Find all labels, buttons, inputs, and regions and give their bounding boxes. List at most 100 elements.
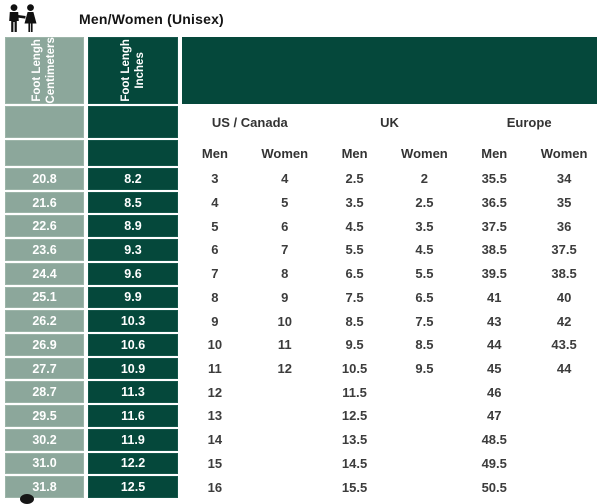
size-cell: 50.5 bbox=[461, 476, 528, 498]
size-cell: 13.5 bbox=[321, 428, 388, 451]
size-cell: 45 bbox=[461, 357, 528, 380]
inch-cell: 10.3 bbox=[88, 310, 178, 332]
size-cell: 42 bbox=[531, 310, 597, 332]
size-cell: 9 bbox=[251, 286, 318, 309]
size-cell: 6.5 bbox=[391, 286, 458, 309]
size-cell: 9.5 bbox=[391, 357, 458, 380]
size-cell: 2 bbox=[391, 168, 458, 190]
cm-cell: 31.8 bbox=[5, 476, 84, 498]
cm-cell: 27.7 bbox=[5, 357, 84, 380]
size-cell: 39.5 bbox=[461, 262, 528, 285]
size-cell: 38.5 bbox=[531, 262, 597, 285]
size-cell bbox=[531, 452, 597, 475]
spacer-cell-green bbox=[88, 106, 178, 138]
subheader-us-women: Women bbox=[261, 145, 309, 161]
size-cell: 36 bbox=[531, 215, 597, 238]
inch-cell: 11.6 bbox=[88, 405, 178, 427]
group-header-europe: Europe bbox=[506, 114, 552, 130]
size-cell: 16 bbox=[182, 476, 248, 498]
size-cell: 49.5 bbox=[461, 452, 528, 475]
cm-cell: 26.2 bbox=[5, 310, 84, 332]
size-cell: 7 bbox=[251, 239, 318, 261]
page-title: Men/Women (Unisex) bbox=[79, 10, 224, 27]
size-cell: 44 bbox=[531, 357, 597, 380]
size-cell: 13 bbox=[182, 405, 248, 427]
subheader-uk-women: Women bbox=[401, 145, 448, 161]
inch-cell: 11.9 bbox=[88, 428, 178, 451]
size-cell: 5 bbox=[182, 215, 248, 238]
inch-cell: 8.2 bbox=[88, 168, 178, 190]
size-cell: 40 bbox=[531, 286, 597, 309]
size-cell: 35 bbox=[531, 191, 597, 214]
size-cell: 43.5 bbox=[531, 333, 597, 356]
size-cell: 5.5 bbox=[321, 239, 388, 261]
cm-cell: 21.6 bbox=[5, 191, 84, 214]
size-cell: 2.5 bbox=[321, 168, 388, 190]
size-cell: 47 bbox=[461, 405, 528, 427]
size-cell bbox=[531, 381, 597, 404]
size-cell: 36.5 bbox=[461, 191, 528, 214]
inch-cell: 9.6 bbox=[88, 262, 178, 285]
size-cell: 11.5 bbox=[321, 381, 388, 404]
size-cell: 2.5 bbox=[391, 191, 458, 214]
size-cell: 11 bbox=[182, 357, 248, 380]
cm-cell: 31.0 bbox=[5, 452, 84, 475]
inch-cell: 9.3 bbox=[88, 239, 178, 261]
size-cell: 12 bbox=[251, 357, 318, 380]
size-cell: 12.5 bbox=[321, 405, 388, 427]
cm-cell: 26.9 bbox=[5, 333, 84, 356]
cm-cell: 23.6 bbox=[5, 239, 84, 261]
inch-cell: 12.2 bbox=[88, 452, 178, 475]
size-cell: 34 bbox=[531, 168, 597, 190]
group-header-uk: UK bbox=[380, 114, 399, 130]
size-cell: 3.5 bbox=[321, 191, 388, 214]
size-cell: 4.5 bbox=[321, 215, 388, 238]
size-cell bbox=[531, 428, 597, 451]
size-cell: 8.5 bbox=[321, 310, 388, 332]
cm-cell: 28.7 bbox=[5, 381, 84, 404]
size-cell: 6 bbox=[182, 239, 248, 261]
subheader-eu-women: Women bbox=[540, 145, 588, 161]
size-cell: 11 bbox=[251, 333, 318, 356]
size-cell: 8.5 bbox=[391, 333, 458, 356]
size-cell bbox=[531, 405, 597, 427]
size-cell: 4.5 bbox=[391, 239, 458, 261]
cm-cell: 29.5 bbox=[5, 405, 84, 427]
size-cell bbox=[251, 405, 318, 427]
size-table: Foot Lengh Centimeters Foot Lengh Inches… bbox=[5, 37, 597, 498]
cm-cell: 24.4 bbox=[5, 262, 84, 285]
cutoff-figure-icon bbox=[20, 494, 34, 504]
inch-column-header-label: Foot Lengh Inches bbox=[119, 39, 146, 102]
size-cell: 10.5 bbox=[321, 357, 388, 380]
header-banner-block bbox=[182, 37, 597, 104]
size-cell bbox=[251, 381, 318, 404]
size-cell bbox=[531, 476, 597, 498]
size-cell: 9 bbox=[182, 310, 248, 332]
men-women-icon bbox=[9, 3, 37, 32]
inch-cell: 11.3 bbox=[88, 381, 178, 404]
spacer-cell-sage bbox=[5, 140, 84, 166]
inch-cell: 10.6 bbox=[88, 333, 178, 356]
size-cell: 38.5 bbox=[461, 239, 528, 261]
size-cell: 10 bbox=[251, 310, 318, 332]
size-cell bbox=[391, 452, 458, 475]
size-cell: 35.5 bbox=[461, 168, 528, 190]
cm-column-header: Foot Lengh Centimeters bbox=[5, 37, 84, 104]
size-cell: 14 bbox=[182, 428, 248, 451]
size-cell: 7.5 bbox=[321, 286, 388, 309]
size-cell: 7.5 bbox=[391, 310, 458, 332]
inch-column-header: Foot Lengh Inches bbox=[88, 37, 178, 104]
size-cell: 14.5 bbox=[321, 452, 388, 475]
size-cell: 12 bbox=[182, 381, 248, 404]
size-cell bbox=[391, 405, 458, 427]
cm-cell: 20.8 bbox=[5, 168, 84, 190]
cm-cell: 22.6 bbox=[5, 215, 84, 238]
size-cell: 43 bbox=[461, 310, 528, 332]
size-cell: 41 bbox=[461, 286, 528, 309]
size-cell: 15.5 bbox=[321, 476, 388, 498]
inch-cell: 8.9 bbox=[88, 215, 178, 238]
size-cell: 3 bbox=[182, 168, 248, 190]
size-cell: 9.5 bbox=[321, 333, 388, 356]
size-cell bbox=[251, 428, 318, 451]
